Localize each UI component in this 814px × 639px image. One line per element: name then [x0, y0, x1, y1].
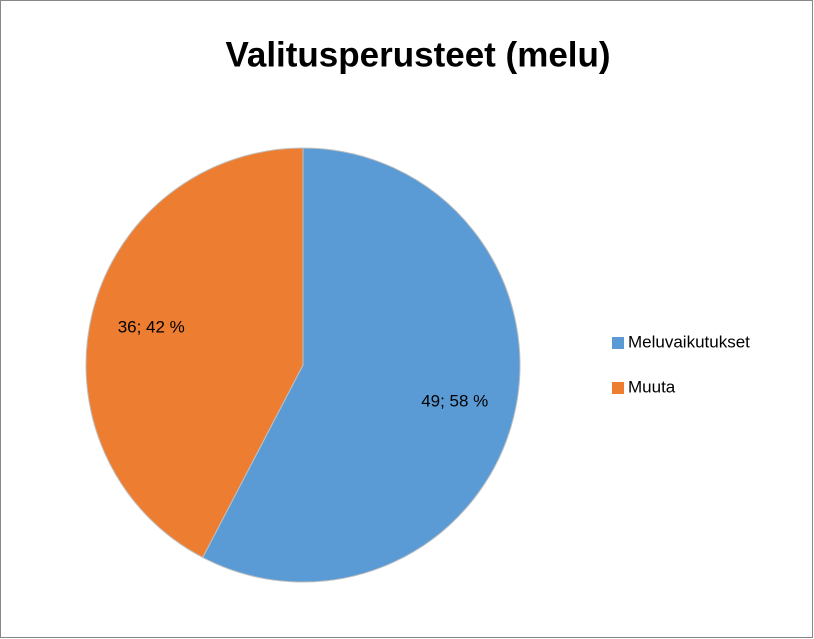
legend-label: Muuta: [628, 377, 676, 396]
legend-swatch: [612, 337, 624, 349]
pie-slice: [85, 147, 304, 559]
data-label: 49; 58 %: [421, 392, 488, 411]
legend-swatch: [612, 382, 624, 394]
pie-slice: [202, 147, 521, 583]
chart-title: Valitusperusteet (melu): [225, 35, 610, 74]
data-label: 36; 42 %: [118, 317, 185, 336]
legend-label: Meluvaikutukset: [628, 332, 750, 351]
